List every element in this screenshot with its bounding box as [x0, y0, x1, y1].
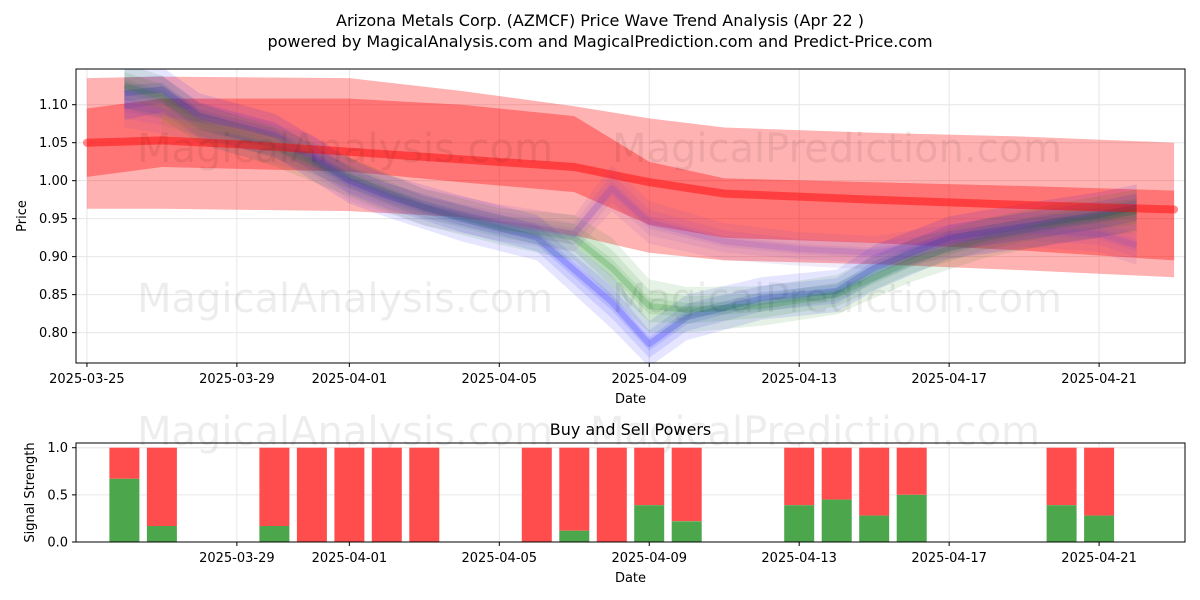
signal-x-tick-label: 2025-04-21 — [1061, 551, 1137, 566]
sell-bar — [596, 447, 627, 542]
watermark-top-3: MagicalPrediction.com — [612, 276, 1062, 322]
buy-bar — [1084, 515, 1115, 542]
buy-bar — [859, 515, 890, 542]
red-band-1 — [86, 98, 1175, 261]
chart-title-line1: Arizona Metals Corp. (AZMCF) Price Wave … — [336, 11, 864, 30]
orange-wave-line — [161, 116, 313, 154]
price-x-tick-label: 2025-04-13 — [761, 372, 837, 387]
price-x-tick-label: 2025-04-05 — [462, 372, 538, 387]
sell-bar — [634, 447, 665, 506]
sell-bar — [371, 447, 402, 542]
orange-wave-band-2 — [161, 115, 312, 155]
buy-bar — [784, 505, 815, 542]
trend-line — [82, 136, 1179, 214]
signal-x-tick-label: 2025-04-13 — [761, 551, 837, 566]
price-frame — [75, 68, 1186, 364]
purple-wave-band-0 — [124, 81, 1137, 270]
sell-bar — [896, 447, 927, 495]
price-x-tick-label: 2025-04-21 — [1061, 372, 1137, 387]
sell-bar — [559, 447, 590, 531]
price-y-tick-label: 1.00 — [39, 174, 68, 189]
signal-x-tick-label: 2025-04-01 — [312, 551, 388, 566]
price-chart: MagicalAnalysis.com MagicalPrediction.com… — [15, 68, 1186, 407]
buy-bar — [896, 494, 927, 542]
watermark-bottom-right: MagicalPrediction.com — [590, 409, 1040, 455]
buy-bar — [109, 478, 140, 542]
price-x-tick-label: 2025-04-09 — [611, 372, 687, 387]
watermark-bottom-left: MagicalAnalysis.com — [137, 409, 553, 455]
price-y-tick-label: 0.85 — [39, 288, 68, 303]
purple-wave-line — [123, 101, 1138, 256]
signal-y-tick-label: 0.5 — [47, 488, 68, 503]
sell-bar — [784, 447, 815, 506]
price-y-tick-label: 1.05 — [39, 136, 68, 151]
signal-x-tick-label: 2025-04-17 — [911, 551, 987, 566]
price-x-tick-label: 2025-03-25 — [49, 372, 125, 387]
red-band-0 — [86, 76, 1175, 278]
price-x-axis-label: Date — [615, 392, 646, 407]
price-x-tick-label: 2025-03-29 — [199, 372, 275, 387]
sell-bar — [859, 447, 890, 516]
sell-bar — [521, 447, 552, 542]
watermark-top-2: MagicalAnalysis.com — [137, 276, 553, 322]
orange-wave-band-0 — [161, 104, 312, 166]
price-y-axis-label: Price — [15, 200, 30, 232]
signal-frame — [75, 442, 1186, 543]
sell-bar — [409, 447, 440, 542]
signal-chart-title: Buy and Sell Powers — [550, 420, 712, 439]
green-wave-band-0 — [124, 69, 1137, 333]
signal-x-tick-label: 2025-03-29 — [199, 551, 275, 566]
buy-bar — [259, 526, 290, 542]
price-y-tick-label: 0.90 — [39, 250, 68, 265]
signal-x-axis-label: Date — [615, 571, 646, 586]
sell-bar — [1084, 447, 1115, 516]
watermark-top-0: MagicalAnalysis.com — [137, 126, 553, 172]
sell-bar — [821, 447, 852, 500]
sell-bar — [1046, 447, 1077, 506]
price-y-tick-label: 0.80 — [39, 326, 68, 341]
sell-bar — [671, 447, 702, 522]
signal-chart: MagicalPrediction.com MagicalAnalysis.com… — [23, 409, 1186, 586]
signal-y-tick-label: 0.0 — [47, 536, 68, 551]
blue-wave-band-0 — [124, 69, 1137, 363]
signal-y-tick-label: 1.0 — [47, 441, 68, 456]
buy-bar — [559, 530, 590, 542]
buy-bar — [821, 499, 852, 542]
green-wave-band-1 — [124, 72, 1137, 324]
price-plot-area: MagicalAnalysis.com MagicalPrediction.com… — [82, 69, 1179, 363]
buy-bar — [671, 521, 702, 542]
sell-bar — [146, 447, 177, 526]
watermark-top-1: MagicalPrediction.com — [612, 126, 1062, 172]
sell-bar — [296, 447, 327, 542]
signal-x-tick-label: 2025-04-05 — [462, 551, 538, 566]
price-y-tick-label: 0.95 — [39, 212, 68, 227]
orange-wave-band-1 — [161, 110, 312, 160]
blue-wave-line — [124, 86, 1138, 347]
price-x-tick-label: 2025-04-17 — [911, 372, 987, 387]
sell-bar — [334, 447, 365, 542]
green-wave-line — [123, 82, 1138, 313]
sell-bar — [109, 447, 140, 479]
signal-y-axis-label: Signal Strength — [23, 442, 38, 542]
price-y-tick-label: 1.10 — [39, 98, 68, 113]
buy-bar — [1046, 505, 1077, 542]
signal-x-tick-label: 2025-04-09 — [611, 551, 687, 566]
buy-bar — [634, 505, 665, 542]
chart-title-line2: powered by MagicalAnalysis.com and Magic… — [267, 32, 932, 51]
price-x-tick-label: 2025-04-01 — [312, 372, 388, 387]
sell-bar — [259, 447, 290, 526]
buy-bar — [146, 526, 177, 542]
